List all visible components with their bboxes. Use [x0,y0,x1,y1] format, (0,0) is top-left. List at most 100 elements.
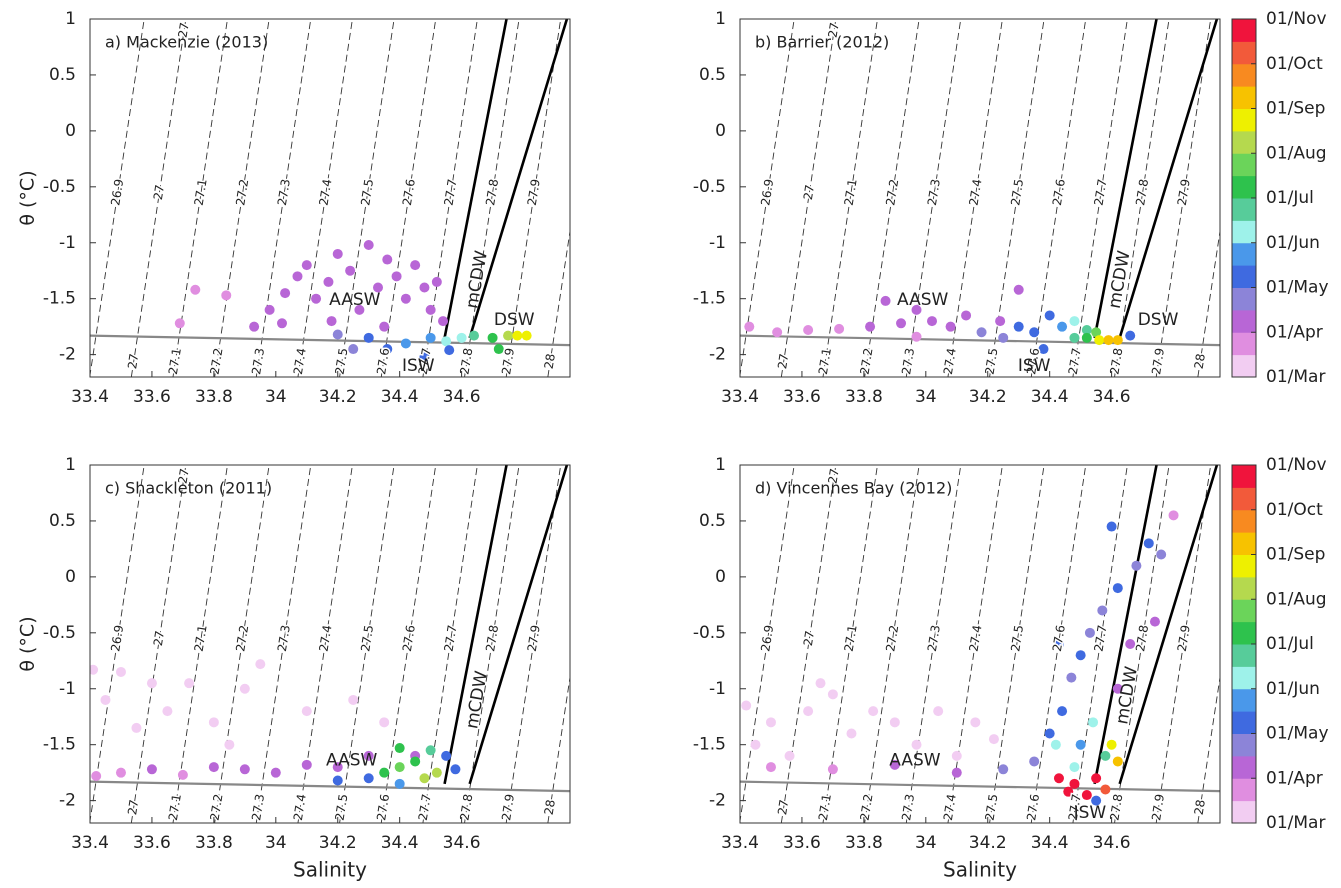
isopycnal-label: 27.2 [233,178,251,207]
y-tick-label: -1.5 [693,289,726,309]
colorbar-label: 01/Jun [1266,679,1320,699]
freezing-line [90,334,570,347]
axes-frame [89,464,571,824]
isopycnal-label: 27.5 [982,347,1000,376]
isopycnal-label: 27.2 [883,624,901,653]
point [1057,706,1068,717]
colorbar-swatch [1232,666,1256,690]
colorbar-label: 01/Nov [1266,9,1327,29]
point [363,750,374,761]
isopycnal-label: 27.1 [166,793,184,822]
colorbar-swatch [1232,265,1256,288]
isopycnal-label: 27.9 [1175,624,1193,653]
point [896,318,907,329]
colorbar-swatch [1232,755,1256,779]
isopycnal [1114,465,1170,823]
colorbar-label: 01/Sep [1266,99,1325,119]
isopycnal [1197,674,1220,823]
point [469,330,479,341]
isopycnal-label: 27.5 [332,793,350,822]
point [345,265,356,276]
isopycnal [740,465,795,823]
point [1106,521,1117,532]
isopycnal-label: 27.1 [842,624,860,653]
isopycnal-label: 27.9 [499,793,517,822]
y-tick-label: -1.5 [43,289,76,309]
x-tick-label: 34 [265,387,287,407]
isopycnal [130,19,187,377]
x-tick-label: 34.6 [443,833,481,853]
colorbar-label: 01/Oct [1266,54,1323,74]
isopycnal-label: 27.1 [192,624,210,653]
isopycnal-label: 27.7 [1092,624,1110,653]
mixing-line [1118,465,1219,785]
isopycnal-label: 27.9 [499,347,517,376]
point [177,769,188,780]
isopycnal-label: 27.1 [842,178,860,207]
point [911,304,922,315]
isopycnal [1030,19,1087,377]
colorbar-label: 01/Jul [1266,634,1314,654]
isopycnal-label: 27 [176,21,192,38]
point [945,321,956,332]
plot-area [740,465,1220,823]
isopycnal [90,19,145,377]
point [1029,756,1040,767]
point [911,331,922,342]
point [1053,773,1064,784]
plot-area [90,19,570,377]
point [1125,639,1136,649]
point [391,271,402,282]
point [1112,335,1123,346]
colorbar-label: 01/Jun [1266,233,1320,253]
annotation: AASW [897,290,949,310]
colorbar-swatch [1232,130,1256,154]
isopycnal-label: 27.1 [192,178,210,207]
isopycnal [740,19,795,377]
y-tick-label: -2 [709,345,726,365]
point [1066,672,1077,683]
x-tick-label: 34 [915,833,937,853]
point [512,330,523,341]
point [255,659,266,670]
isopycnal-label: 27.5 [332,347,350,376]
isopycnal-label: 27.4 [967,178,985,207]
point [400,338,411,349]
isopycnal-label: 27.7 [416,793,434,822]
colorbar-label: 01/Apr [1266,322,1323,342]
isopycnal [422,19,478,377]
x-tick-label: 34.6 [1093,833,1131,853]
freezing-line [90,780,570,793]
isopycnal-label: 28 [1192,799,1208,816]
isopycnal-label: 27.3 [925,178,943,207]
point [146,764,157,775]
isopycnal [822,19,878,377]
y-tick-label: -1 [59,233,76,253]
isopycnal-label: 27.9 [1149,793,1167,822]
annotation: AASW [889,750,941,770]
isopycnal-label: 27.6 [400,178,418,207]
point [456,332,467,343]
mixing-line [443,465,508,785]
point [90,664,99,675]
mixing-line [1118,19,1219,339]
colorbar-swatch [1232,108,1256,132]
isopycnal-label: 28 [542,353,558,370]
axes-frame [739,464,1221,824]
point [1097,605,1108,616]
point [1013,321,1024,332]
point [765,717,776,728]
isopycnal-label: 27.1 [166,347,184,376]
isopycnal [1072,19,1128,377]
y-tick-label: 1 [65,455,76,475]
y-tick-label: 0 [65,567,76,587]
colorbar-label: 01/Mar [1266,813,1325,833]
point [419,773,430,784]
point [1103,335,1114,346]
isopycnal [255,465,312,823]
isopycnal-label: 26.9 [108,178,126,207]
colorbar-label: 01/Oct [1266,500,1323,520]
isopycnal-label: 27.6 [1050,178,1068,207]
